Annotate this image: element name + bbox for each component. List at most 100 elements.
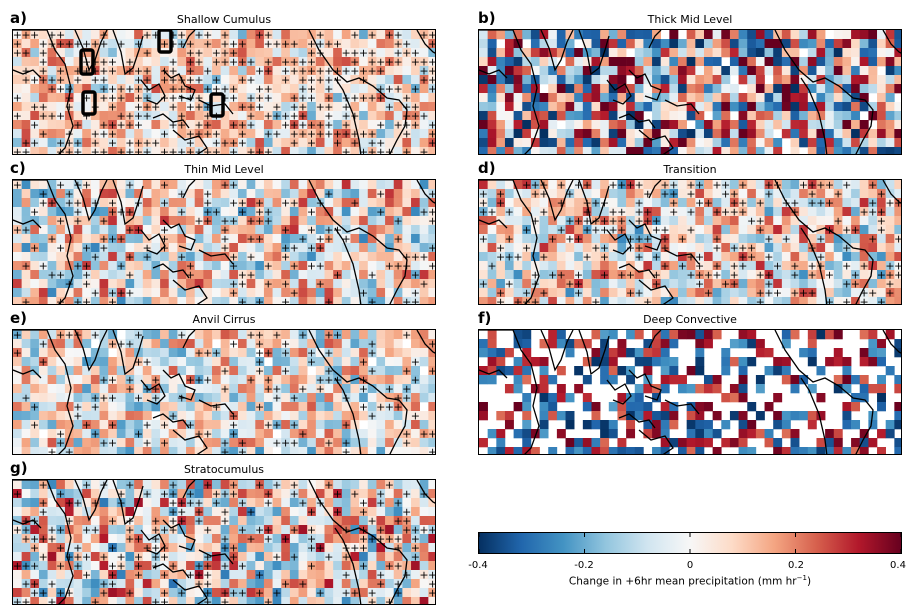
heatmap-cell [747, 180, 756, 189]
panel-title: Stratocumulus [12, 463, 436, 476]
heatmap-cell [860, 75, 869, 84]
significance-marker: + [99, 146, 108, 156]
heatmap-cell [514, 357, 523, 366]
heatmap-cell [695, 57, 704, 66]
heatmap-cell [886, 120, 895, 129]
significance-marker: + [505, 206, 514, 219]
heatmap-cell [704, 30, 713, 39]
heatmap-cell [385, 288, 394, 297]
heatmap-cell [488, 129, 497, 138]
heatmap-cell [566, 147, 575, 155]
heatmap-cell [791, 375, 800, 384]
heatmap-cell [609, 447, 618, 455]
heatmap-cell [695, 234, 704, 243]
heatmap-cell [617, 75, 626, 84]
heatmap-cell [851, 180, 860, 189]
heatmap-cell [825, 330, 834, 339]
heatmap-cell [574, 111, 583, 120]
heatmap-cell [48, 507, 57, 516]
heatmap-cell [143, 339, 152, 348]
significance-marker: + [125, 251, 134, 264]
heatmap-cell [30, 438, 39, 447]
heatmap-cell [695, 39, 704, 48]
heatmap-cell [600, 111, 609, 120]
heatmap-cell [877, 102, 886, 111]
significance-marker: + [367, 269, 376, 282]
significance-marker: + [316, 197, 325, 210]
heatmap-cell [22, 480, 31, 489]
heatmap-cell [661, 348, 670, 357]
heatmap-cell [635, 384, 644, 393]
heatmap-cell [488, 120, 497, 129]
significance-marker: + [660, 260, 669, 273]
heatmap-cell [548, 138, 557, 147]
significance-marker: + [298, 330, 307, 342]
significance-marker: + [290, 242, 299, 255]
significance-marker: + [402, 330, 411, 342]
heatmap-cell [514, 102, 523, 111]
significance-marker: + [660, 242, 669, 255]
heatmap-cell [540, 429, 549, 438]
heatmap-cell [117, 411, 126, 420]
significance-marker: + [894, 233, 902, 246]
heatmap-cell [307, 420, 316, 429]
heatmap-cell [877, 30, 886, 39]
heatmap-cell [13, 429, 22, 438]
heatmap-cell [609, 288, 618, 297]
significance-marker: + [39, 128, 48, 141]
heatmap-cell [22, 339, 31, 348]
heatmap-cell [514, 366, 523, 375]
heatmap-cell [799, 411, 808, 420]
heatmap-cell [756, 120, 765, 129]
significance-marker: + [30, 401, 39, 414]
heatmap-cell [747, 102, 756, 111]
heatmap-cell [799, 120, 808, 129]
heatmap-cell [894, 39, 902, 48]
heatmap-cell [695, 411, 704, 420]
heatmap-cell [609, 330, 618, 339]
heatmap-cell [566, 102, 575, 111]
heatmap-cell [643, 48, 652, 57]
heatmap-cell [782, 84, 791, 93]
heatmap-cell [505, 384, 514, 393]
heatmap-cell [514, 75, 523, 84]
heatmap-cell [264, 297, 273, 305]
heatmap-cell [877, 243, 886, 252]
heatmap-cell [808, 75, 817, 84]
significance-marker: + [808, 269, 817, 282]
heatmap-cell [394, 198, 403, 207]
heatmap-cell [851, 30, 860, 39]
significance-marker: + [281, 347, 290, 360]
heatmap-cell [247, 180, 256, 189]
heatmap-cell [566, 138, 575, 147]
heatmap-cell [704, 129, 713, 138]
heatmap-cell [428, 489, 436, 498]
heatmap-cell [765, 39, 774, 48]
significance-marker: + [316, 260, 325, 273]
significance-marker: + [695, 180, 704, 192]
heatmap-cell [574, 147, 583, 155]
significance-marker: + [376, 206, 385, 219]
heatmap-cell [791, 438, 800, 447]
significance-marker: + [738, 260, 747, 273]
heatmap-cell [730, 147, 739, 155]
heatmap-cell [368, 225, 377, 234]
heatmap-cell [842, 39, 851, 48]
heatmap-cell [531, 102, 540, 111]
heatmap-cell [505, 66, 514, 75]
heatmap-cell [721, 48, 730, 57]
heatmap-cell [566, 411, 575, 420]
heatmap-cell [626, 348, 635, 357]
significance-marker: + [160, 128, 169, 141]
heatmap-cell [583, 420, 592, 429]
heatmap-cell [747, 84, 756, 93]
heatmap-cell [678, 48, 687, 57]
heatmap-cell [299, 411, 308, 420]
heatmap-cell [851, 84, 860, 93]
heatmap-cell [522, 429, 531, 438]
heatmap-cell [695, 402, 704, 411]
heatmap-cell [13, 438, 22, 447]
heatmap-cell [765, 402, 774, 411]
heatmap-cell [160, 288, 169, 297]
heatmap-cell [773, 420, 782, 429]
